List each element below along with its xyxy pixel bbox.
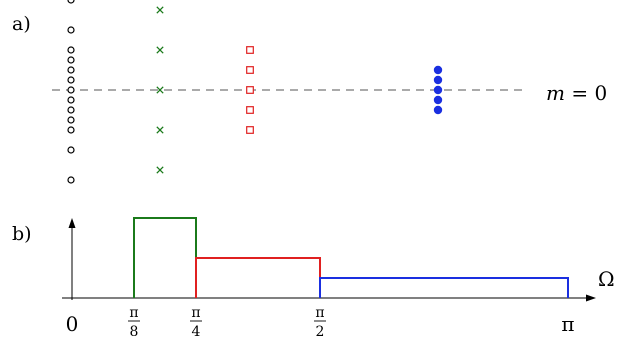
tick-fraction: π4 [190, 305, 202, 340]
cross-marker [156, 166, 164, 174]
dot-marker [433, 105, 443, 115]
circle-marker [67, 126, 75, 134]
marker-column-dot [433, 65, 443, 115]
circle-marker [67, 96, 75, 104]
marker-column-circle [67, 0, 75, 184]
square-marker [246, 86, 254, 94]
cross-marker [156, 46, 164, 54]
square-marker [246, 66, 254, 74]
square-marker [246, 46, 254, 54]
band-3 [319, 277, 569, 298]
circle-marker [67, 66, 75, 74]
panel-a-label: a) [12, 13, 31, 35]
marker-column-square [246, 46, 254, 134]
tick-denominator: 2 [316, 324, 325, 340]
dot-marker [433, 85, 443, 95]
cross-marker [156, 126, 164, 134]
dot-marker [433, 65, 443, 75]
marker-column-cross [156, 6, 164, 174]
band-1 [133, 217, 197, 298]
tick-fraction: π8 [128, 305, 140, 340]
tick-numerator: π [315, 305, 324, 321]
square-marker [246, 126, 254, 134]
circle-marker [67, 26, 75, 34]
baseline-label: m = 0 [546, 81, 607, 105]
circle-marker [67, 106, 75, 114]
panel-a: a) m = 0 [12, 0, 607, 184]
tick-numerator: π [129, 305, 138, 321]
frequency-bands [133, 217, 569, 298]
square-marker [246, 106, 254, 114]
cross-marker [156, 86, 164, 94]
tick-label: π [561, 312, 574, 336]
circle-marker [67, 86, 75, 94]
circle-marker [67, 0, 75, 4]
omega-axis-label: Ω [598, 267, 615, 291]
circle-marker [67, 176, 75, 184]
marker-columns [67, 0, 443, 184]
panel-b-label: b) [12, 223, 32, 245]
band-2 [195, 257, 321, 298]
circle-marker [67, 76, 75, 84]
dot-marker [433, 95, 443, 105]
circle-marker [67, 116, 75, 124]
m-variable: m [546, 81, 565, 105]
tick-denominator: 4 [192, 324, 201, 340]
tick-fraction: π2 [314, 305, 326, 340]
cross-marker [156, 6, 164, 14]
tick-label: 0 [66, 312, 79, 336]
circle-marker [67, 146, 75, 154]
circle-marker [67, 46, 75, 54]
dot-marker [433, 75, 443, 85]
tick-denominator: 8 [130, 324, 139, 340]
vertical-axis-arrow [68, 218, 76, 228]
tick-numerator: π [191, 305, 200, 321]
m-value: = 0 [565, 81, 607, 105]
circle-marker [67, 56, 75, 64]
horizontal-axis-arrow [586, 294, 596, 302]
